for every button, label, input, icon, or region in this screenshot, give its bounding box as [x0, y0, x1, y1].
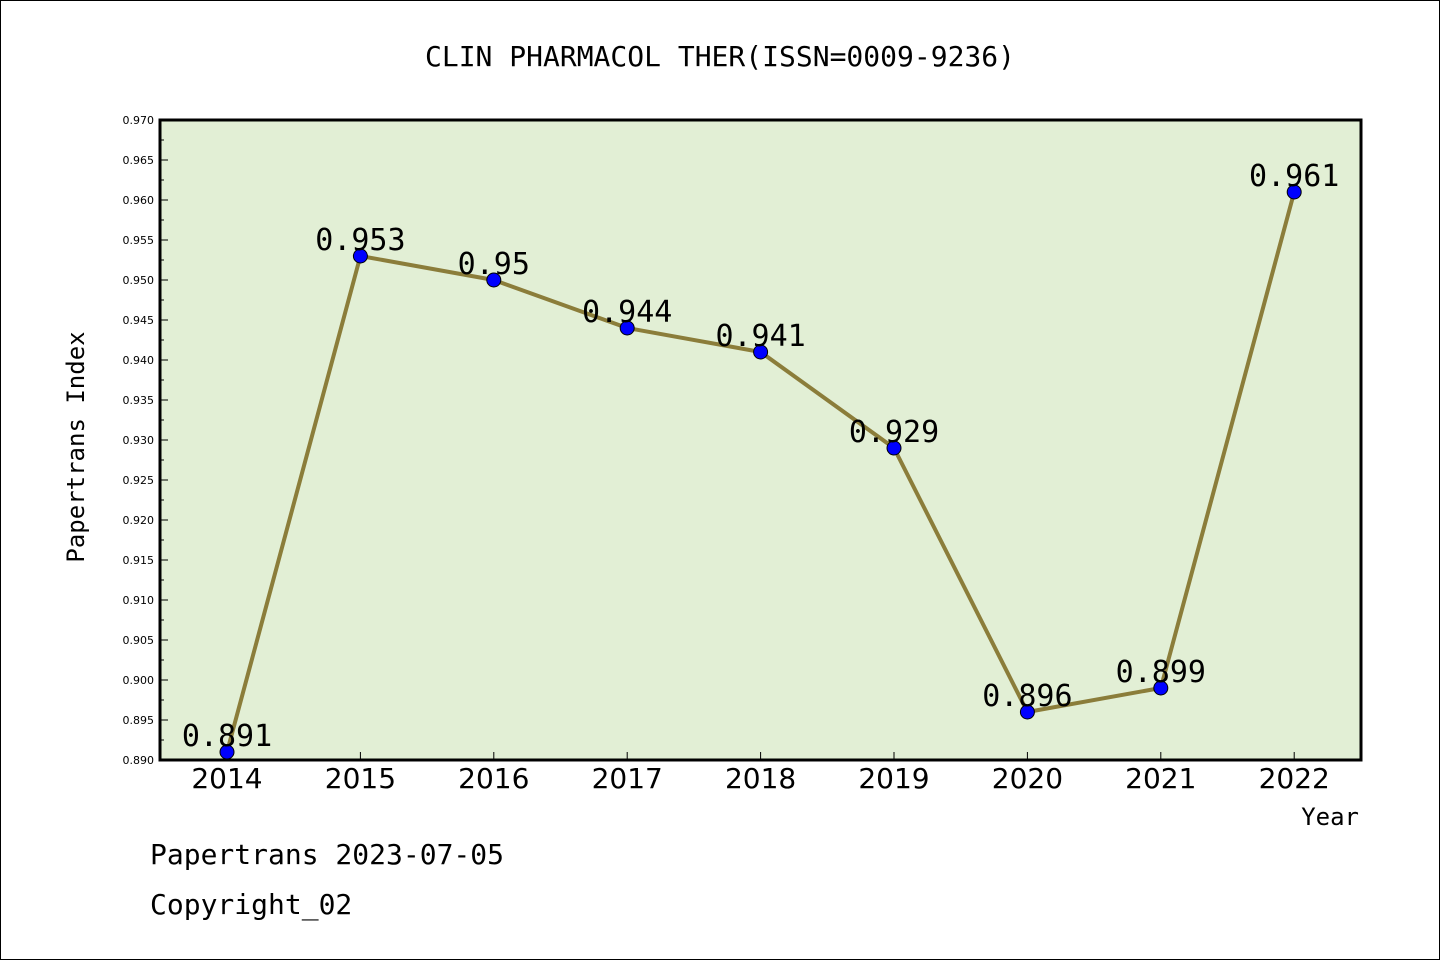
y-tick-label: 0.970 — [123, 114, 155, 127]
data-point-2014 — [219, 744, 235, 760]
data-point-2022 — [1286, 184, 1302, 200]
y-tick-label: 0.935 — [123, 394, 155, 407]
data-point-2019 — [886, 440, 902, 456]
plot-area — [158, 118, 1363, 762]
y-tick-label: 0.940 — [123, 354, 155, 367]
x-tick-label: 2014 — [191, 762, 262, 795]
x-axis-label: Year — [1301, 803, 1359, 831]
x-axis: 2014 2015 2016 2017 2018 2019 2020 2021 2022 — [191, 752, 1330, 795]
y-tick-label: 0.965 — [123, 154, 155, 167]
data-point-2016 — [486, 272, 502, 288]
y-tick-label: 0.920 — [123, 514, 155, 527]
data-point-2020 — [1019, 704, 1035, 720]
data-point-2015 — [352, 248, 368, 264]
y-tick-label: 0.890 — [123, 754, 155, 767]
y-tick-label: 0.895 — [123, 714, 155, 727]
x-tick-label: 2015 — [325, 762, 396, 795]
y-tick-label: 0.900 — [123, 674, 155, 687]
data-point-2018 — [753, 344, 769, 360]
y-tick-label: 0.960 — [123, 194, 155, 207]
footer-copyright: Copyright_02 — [150, 888, 352, 922]
x-tick-label: 2021 — [1125, 762, 1196, 795]
data-label-2022: 0.961 — [1249, 159, 1339, 194]
x-tick-label: 2016 — [458, 762, 529, 795]
y-axis-label: Papertrans Index — [62, 331, 90, 562]
y-tick-label: 0.925 — [123, 474, 155, 487]
data-label-2017: 0.944 — [582, 295, 672, 330]
y-tick-label: 0.910 — [123, 594, 155, 607]
y-tick-label: 0.905 — [123, 634, 155, 647]
x-tick-label: 2019 — [858, 762, 929, 795]
data-label-2020: 0.896 — [982, 679, 1072, 714]
chart-title: CLIN PHARMACOL THER(ISSN=0009-9236) — [425, 40, 1015, 73]
data-label-2014: 0.891 — [182, 719, 272, 754]
data-markers — [219, 184, 1302, 760]
data-point-2017 — [619, 320, 635, 336]
data-labels: 0.891 0.953 0.95 0.944 0.941 0.929 0.896 0.899 0… — [182, 159, 1340, 754]
y-tick-label: 0.915 — [123, 554, 155, 567]
data-label-2015: 0.953 — [315, 223, 405, 258]
data-label-2018: 0.941 — [715, 319, 805, 354]
y-axis: 0.890 0.895 0.900 0.905 0.910 0.915 0.920 0.925… — [123, 114, 168, 767]
y-tick-label: 0.950 — [123, 274, 155, 287]
footer-date: Papertrans 2023-07-05 — [150, 838, 504, 871]
y-tick-label: 0.955 — [123, 234, 155, 247]
x-tick-label: 2020 — [992, 762, 1063, 795]
y-tick-label: 0.945 — [123, 314, 155, 327]
x-tick-label: 2022 — [1259, 762, 1330, 795]
data-point-2021 — [1153, 680, 1169, 696]
x-tick-label: 2018 — [725, 762, 796, 795]
data-label-2021: 0.899 — [1116, 655, 1206, 690]
y-tick-label: 0.930 — [123, 434, 155, 447]
data-label-2016: 0.95 — [458, 247, 530, 282]
x-tick-label: 2017 — [592, 762, 663, 795]
data-label-2019: 0.929 — [849, 415, 939, 450]
